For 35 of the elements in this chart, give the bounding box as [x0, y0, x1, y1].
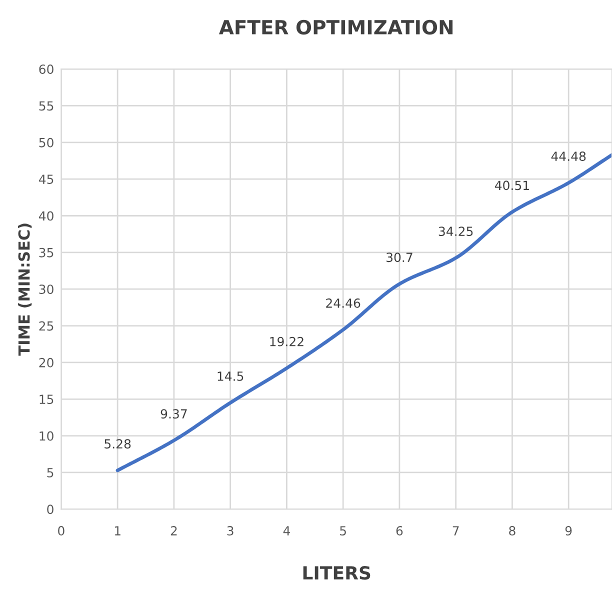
y-tick-label: 60 — [39, 64, 54, 74]
x-tick-label: 9 — [565, 526, 572, 536]
data-label: 5.28 — [104, 439, 131, 449]
data-label: 30.7 — [386, 252, 412, 262]
y-tick-label: 25 — [39, 321, 54, 331]
data-label: 34.25 — [438, 226, 473, 236]
x-tick-label: 0 — [58, 526, 64, 536]
x-tick-label: 1 — [114, 526, 120, 536]
y-tick-label: 20 — [39, 358, 54, 368]
x-tick-label: 2 — [170, 526, 177, 536]
y-tick-label: 5 — [47, 468, 54, 478]
x-tick-label: 6 — [396, 526, 403, 536]
y-tick-label: 0 — [47, 504, 54, 514]
y-tick-label: 50 — [39, 138, 54, 148]
x-axis-title: LITERS — [303, 566, 370, 580]
data-label: 44.48 — [551, 152, 586, 162]
y-tick-label: 55 — [39, 101, 54, 111]
y-tick-label: 15 — [40, 394, 54, 404]
y-tick-label: 35 — [39, 248, 54, 258]
y-tick-label: 30 — [39, 284, 54, 294]
data-label: 19.22 — [270, 336, 304, 346]
data-label: 14.5 — [218, 372, 244, 381]
data-label: 24.46 — [326, 298, 360, 308]
x-tick-label: 8 — [509, 526, 516, 536]
x-tick-label: 5 — [340, 526, 346, 536]
data-label: 9.37 — [160, 409, 187, 419]
y-tick-label: 45 — [38, 174, 54, 184]
x-tick-label: 7 — [452, 526, 459, 536]
y-axis-title: TIME (MIN:SEC) — [18, 224, 32, 356]
x-tick-label: 4 — [283, 526, 290, 536]
y-tick-label: 40 — [38, 211, 54, 221]
chart-title: AFTER OPTIMIZATION — [218, 20, 453, 35]
x-tick-label: 3 — [227, 526, 234, 536]
y-tick-label: 10 — [40, 431, 54, 441]
data-label: 40.51 — [494, 180, 529, 190]
